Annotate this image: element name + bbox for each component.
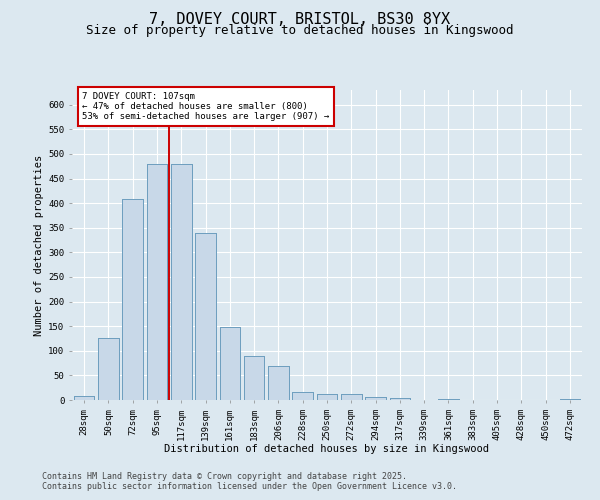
Bar bbox=[560, 398, 580, 400]
Bar bbox=[389, 398, 410, 400]
Bar bbox=[292, 392, 313, 400]
Text: 7 DOVEY COURT: 107sqm
← 47% of detached houses are smaller (800)
53% of semi-det: 7 DOVEY COURT: 107sqm ← 47% of detached … bbox=[82, 92, 329, 122]
Bar bbox=[220, 327, 240, 400]
Bar bbox=[122, 199, 143, 400]
Bar bbox=[74, 396, 94, 400]
Bar bbox=[244, 356, 265, 400]
Bar bbox=[389, 398, 410, 400]
Text: Contains public sector information licensed under the Open Government Licence v3: Contains public sector information licen… bbox=[42, 482, 457, 491]
Bar bbox=[365, 396, 386, 400]
Bar bbox=[560, 398, 580, 400]
Bar bbox=[244, 356, 265, 400]
Bar bbox=[146, 164, 167, 400]
Bar bbox=[171, 164, 191, 400]
Bar bbox=[292, 392, 313, 400]
Bar bbox=[171, 164, 191, 400]
X-axis label: Distribution of detached houses by size in Kingswood: Distribution of detached houses by size … bbox=[164, 444, 490, 454]
Bar bbox=[341, 394, 362, 400]
Bar bbox=[74, 396, 94, 400]
Text: Size of property relative to detached houses in Kingswood: Size of property relative to detached ho… bbox=[86, 24, 514, 37]
Bar bbox=[268, 366, 289, 400]
Bar bbox=[195, 232, 216, 400]
Y-axis label: Number of detached properties: Number of detached properties bbox=[34, 154, 44, 336]
Bar bbox=[268, 366, 289, 400]
Bar bbox=[317, 394, 337, 400]
Bar bbox=[122, 199, 143, 400]
Bar bbox=[195, 232, 216, 400]
Bar bbox=[98, 338, 119, 400]
Bar bbox=[98, 338, 119, 400]
Bar bbox=[220, 327, 240, 400]
Bar bbox=[438, 398, 459, 400]
Text: 7, DOVEY COURT, BRISTOL, BS30 8YX: 7, DOVEY COURT, BRISTOL, BS30 8YX bbox=[149, 12, 451, 28]
Bar bbox=[146, 164, 167, 400]
Text: Contains HM Land Registry data © Crown copyright and database right 2025.: Contains HM Land Registry data © Crown c… bbox=[42, 472, 407, 481]
Bar bbox=[438, 398, 459, 400]
Bar bbox=[317, 394, 337, 400]
Bar bbox=[365, 396, 386, 400]
Bar bbox=[341, 394, 362, 400]
